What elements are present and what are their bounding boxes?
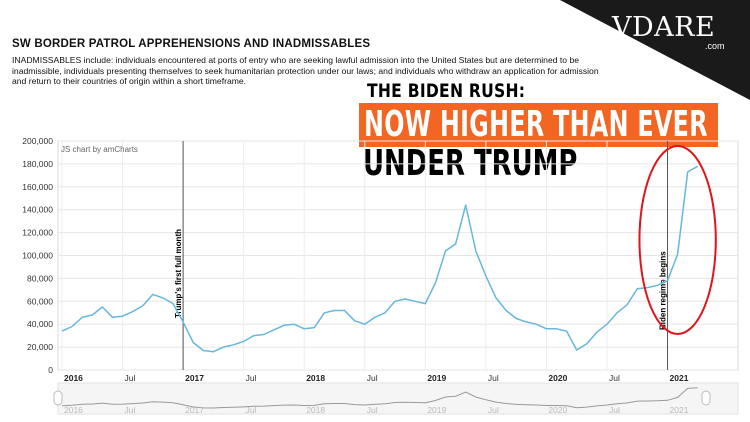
navigator-tick-label: 2020: [548, 405, 567, 415]
series-line: [61, 165, 699, 353]
scrollbar-navigator[interactable]: 2016 Jul 2017 Jul 2018 Jul 2019 Jul 2020 Jul 2021: [53, 382, 739, 415]
navigator-left-handle[interactable]: [53, 390, 63, 406]
navigator-tick-label: Jul: [246, 405, 257, 415]
x-tick-label: 2016: [64, 373, 83, 383]
headline-line1: THE BIDEN RUSH:: [367, 80, 526, 102]
corner-triangle: [560, 0, 750, 100]
navigator-tick-label: Jul: [125, 405, 136, 415]
y-tick-label: 100,000: [22, 251, 53, 261]
navigator-tick-label: 2018: [306, 405, 325, 415]
y-tick-label: 160,000: [22, 182, 53, 192]
x-tick-label: 2017: [185, 373, 204, 383]
x-axis: 2016 Jul 2017 Jul 2018 Jul 2019 Jul 2020 Jul 2021: [64, 373, 689, 383]
navigator-tick-label: 2017: [185, 405, 204, 415]
y-tick-label: 180,000: [22, 159, 53, 169]
y-tick-label: 40,000: [27, 319, 53, 329]
grid: [57, 140, 739, 371]
x-tick-label: Jul: [488, 373, 499, 383]
navigator-tick-label: 2021: [670, 405, 689, 415]
highlight-circle: [638, 145, 717, 335]
y-tick-label: 0: [48, 365, 53, 375]
x-tick-label: Jul: [246, 373, 257, 383]
navigator-track[interactable]: [57, 382, 739, 415]
annotation-label: Biden regime begins: [659, 251, 668, 330]
vdare-domain: .com: [705, 41, 725, 51]
x-tick-label: 2021: [670, 373, 689, 383]
y-tick-label: 20,000: [27, 342, 53, 352]
headline-line2: NOW HIGHER THAN EVER: [364, 104, 708, 145]
y-tick-label: 120,000: [22, 228, 53, 238]
y-tick-label: 200,000: [22, 136, 53, 146]
navigator-tick-label: Jul: [488, 405, 499, 415]
x-tick-label: 2020: [548, 373, 567, 383]
y-tick-label: 80,000: [27, 273, 53, 283]
navigator-right-handle[interactable]: [701, 390, 711, 406]
x-tick-label: Jul: [609, 373, 620, 383]
annotation-label: Trump's first full month: [174, 229, 183, 318]
navigator-tick-label: 2019: [427, 405, 446, 415]
navigator-tick-label: 2016: [64, 405, 83, 415]
y-axis: 0 20,000 40,000 60,000 80,000 100,000 120,000 1…: [22, 136, 53, 375]
vdare-logo[interactable]: VDARE: [612, 12, 716, 43]
y-tick-label: 140,000: [22, 205, 53, 215]
x-tick-label: Jul: [367, 373, 378, 383]
navigator-tick-label: Jul: [609, 405, 620, 415]
navigator-tick-label: Jul: [367, 405, 378, 415]
x-tick-label: 2019: [427, 373, 446, 383]
x-tick-label: Jul: [125, 373, 136, 383]
navigator-line: [61, 387, 698, 409]
x-tick-label: 2018: [306, 373, 325, 383]
page-title: SW BORDER PATROL APPREHENSIONS AND INADM…: [12, 38, 371, 50]
chart-description: INADMISSABLES include: individuals encou…: [12, 55, 599, 87]
headline-highlight-box: [359, 103, 718, 147]
corner-banner: [560, 0, 750, 100]
chart-credit: JS chart by amCharts: [61, 145, 138, 154]
y-tick-label: 60,000: [27, 296, 53, 306]
